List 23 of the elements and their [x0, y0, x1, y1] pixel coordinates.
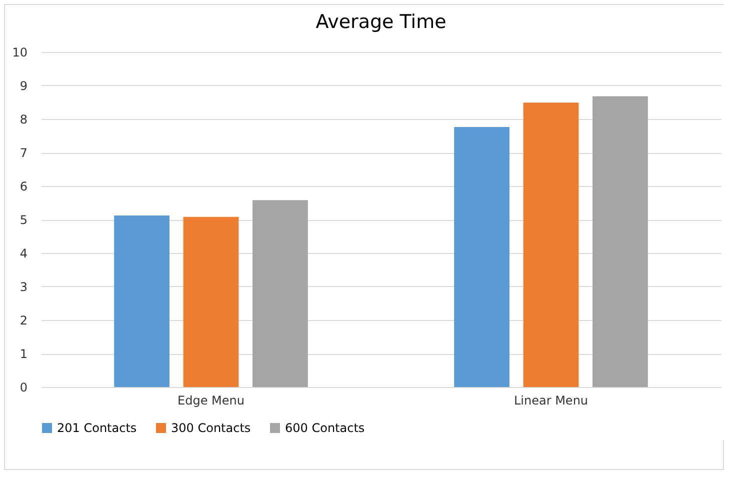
chart-title: Average Time: [316, 11, 446, 33]
x-tick-label: Edge Menu: [178, 394, 244, 408]
bar: [252, 200, 308, 387]
y-tick-label: 9: [20, 79, 28, 93]
legend-label: 300 Contacts: [171, 421, 251, 435]
bar: [454, 127, 510, 387]
x-tick-label: Linear Menu: [514, 394, 588, 408]
y-tick-label: 7: [20, 146, 28, 160]
bar: [114, 215, 170, 387]
y-tick-label: 0: [20, 380, 28, 394]
bar: [183, 216, 239, 387]
y-tick-label: 2: [20, 314, 28, 328]
legend-label: 201 Contacts: [57, 421, 137, 435]
legend-label: 600 Contacts: [285, 421, 365, 435]
y-tick-label: 5: [20, 213, 28, 227]
y-tick-label: 4: [20, 246, 28, 260]
y-tick-label: 1: [20, 347, 28, 361]
y-tick-label: 10: [12, 46, 28, 60]
y-tick-label: 6: [20, 180, 28, 194]
bar: [592, 96, 648, 387]
y-tick-label: 3: [20, 280, 28, 294]
y-tick-label: 8: [20, 112, 28, 126]
bar: [523, 102, 579, 387]
